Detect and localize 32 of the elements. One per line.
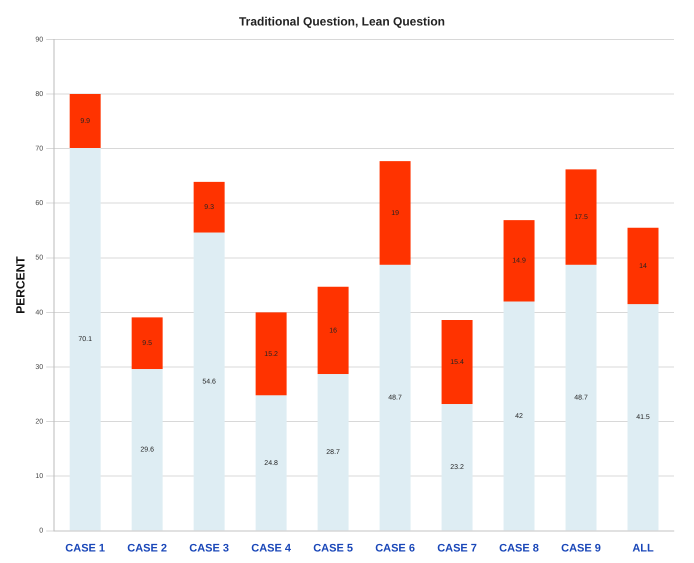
- bar: [380, 161, 411, 265]
- bar: [132, 317, 163, 370]
- bar: [194, 182, 225, 233]
- bar: [442, 320, 473, 404]
- bar: [566, 264, 597, 530]
- x-tick-label: CASE 8: [499, 542, 539, 554]
- x-tick-label: CASE 5: [313, 542, 353, 554]
- bar: [194, 232, 225, 530]
- bar: [318, 286, 349, 374]
- bar: [628, 304, 659, 530]
- x-tick-label: CASE 6: [375, 542, 415, 554]
- bar: [566, 169, 597, 265]
- x-tick-label: ALL: [632, 542, 654, 554]
- x-tick-label: CASE 3: [189, 542, 230, 554]
- x-tick-label: CASE 2: [127, 542, 168, 554]
- x-tick-label: CASE 4: [251, 542, 292, 554]
- x-tick-label: CASE 1: [65, 542, 106, 554]
- bar: [504, 220, 535, 302]
- bar: [380, 264, 411, 530]
- bar: [256, 395, 287, 530]
- bar: [442, 404, 473, 530]
- y-axis-title: PERCENT: [14, 256, 28, 314]
- x-tick-label: CASE 9: [561, 542, 601, 554]
- bar: [318, 374, 349, 530]
- bar: [70, 94, 101, 148]
- bar: [504, 301, 535, 530]
- bar: [628, 228, 659, 304]
- bar: [256, 312, 287, 396]
- x-tick-label: CASE 7: [437, 542, 477, 554]
- bar: [70, 148, 101, 530]
- chart-title: Traditional Question, Lean Question: [238, 14, 446, 29]
- bar: [132, 369, 163, 530]
